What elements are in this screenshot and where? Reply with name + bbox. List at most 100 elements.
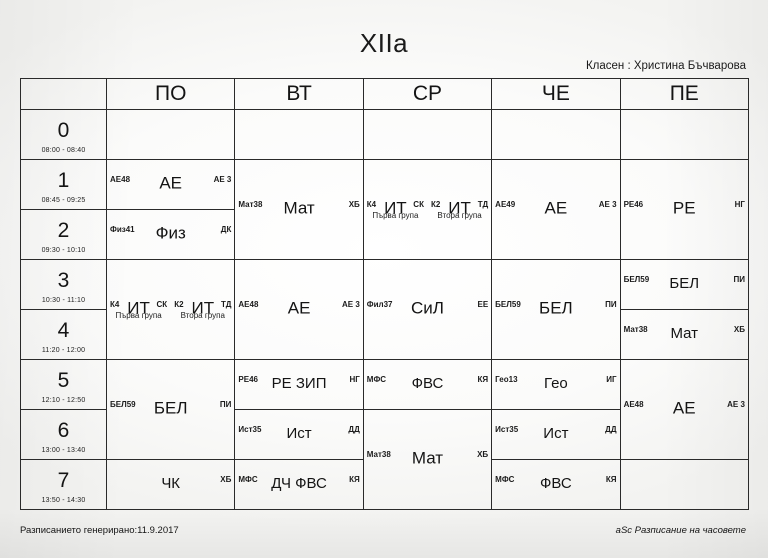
lesson-teacher: ПИ (733, 274, 745, 284)
lesson-subject: Мат (283, 198, 315, 218)
lesson-cell-wed-0[interactable] (362, 109, 493, 160)
lesson-room: К4 (110, 299, 120, 309)
table-header-row: ПО ВТ СР ЧЕ ПЕ (20, 78, 749, 110)
lesson-room: Ист35 (238, 424, 262, 434)
group-label: Втора група (180, 310, 225, 320)
lesson-cell-mon-3-4-split[interactable]: Първа група ИТ К4 СК Втора група ИТ К2 (105, 259, 236, 360)
lesson-subject: ИТ (384, 198, 407, 218)
lesson-cell-wed-6-7[interactable]: Мат Мат38 ХБ (362, 409, 493, 510)
lesson-room: Физ41 (110, 224, 135, 234)
page-title: XIIa (359, 28, 409, 58)
period-time: 09:30 - 10:10 (41, 246, 86, 254)
lesson-cell-thu-6[interactable]: Ист Ист35 ДД (491, 409, 621, 460)
generated-timestamp: Разписанието генерирано:11.9.2017 (20, 525, 179, 536)
period-time: 13:50 - 14:30 (41, 496, 86, 504)
group-label: Първа група (372, 210, 419, 220)
lesson-subject: ИТ (448, 198, 471, 218)
lesson-cell-tue-0[interactable] (234, 109, 364, 160)
lesson-cell-wed-5[interactable]: ФВС МФС КЯ (362, 359, 493, 410)
day-header-thu: ЧЕ (491, 78, 621, 110)
lesson-room: БЕЛ59 (623, 274, 650, 284)
lesson-subject: ФВС (539, 474, 572, 492)
lesson-subject: ИТ (191, 298, 215, 318)
period-number: 5 (57, 368, 70, 392)
lesson-room: МФС (366, 374, 387, 384)
period-cell-4: 4 11:20 - 12:00 (20, 309, 107, 360)
lesson-subject: Гео (543, 374, 568, 392)
lesson-teacher: ХБ (733, 324, 745, 334)
day-header-mon: ПО (105, 78, 236, 110)
lesson-cell-tue-6[interactable]: Ист Ист35 ДД (234, 409, 364, 460)
lesson-cell-tue-3-4[interactable]: АЕ АЕ48 АЕ 3 (234, 259, 364, 360)
table-row: 5 12:10 - 12:50 БЕЛ БЕЛ59 ПИ РЕ ЗИП РЕ46… (20, 359, 749, 460)
lesson-cell-wed-1-2-split[interactable]: Първа група ИТ К4 СК Втора група ИТ К2 (362, 159, 493, 260)
lesson-cell-fri-7[interactable] (619, 459, 749, 510)
lesson-room: Фил37 (366, 299, 393, 309)
table-row: 0 08:00 - 08:40 (20, 109, 749, 160)
lesson-subject: ИТ (127, 298, 150, 318)
lesson-teacher: ХБ (477, 449, 489, 459)
lesson-cell-fri-1-2[interactable]: РЕ РЕ46 НГ (619, 159, 749, 260)
day-header-tue: ВТ (234, 78, 364, 110)
group-label: Първа група (115, 310, 162, 320)
lesson-cell-mon-0[interactable] (105, 109, 236, 160)
lesson-teacher: ЕЕ (477, 299, 489, 309)
lesson-cell-mon-5-6[interactable]: БЕЛ БЕЛ59 ПИ (105, 359, 236, 460)
period-number: 0 (57, 118, 70, 142)
lesson-room: МФС (238, 474, 258, 484)
lesson-cell-tue-7[interactable]: ДЧ ФВС МФС КЯ (234, 459, 364, 510)
lesson-subject: ФВС (411, 374, 444, 392)
lesson-subject: ЧК (161, 474, 181, 492)
period-cell-3: 3 10:30 - 11:10 (20, 259, 107, 310)
lesson-teacher: КЯ (605, 474, 617, 484)
lesson-subject: БЕЛ (539, 298, 573, 318)
period-number: 2 (57, 218, 70, 242)
lesson-cell-fri-4[interactable]: Мат Мат38 ХБ (619, 309, 749, 360)
lesson-teacher: ПИ (605, 299, 617, 309)
lesson-cell-thu-3-4[interactable]: БЕЛ БЕЛ59 ПИ (491, 259, 621, 360)
lesson-cell-thu-1-2[interactable]: АЕ АЕ49 АЕ 3 (491, 159, 621, 260)
lesson-teacher: КЯ (477, 374, 489, 384)
lesson-subject: РЕ (672, 198, 696, 218)
period-cell-1: 1 08:45 - 09:25 (20, 159, 107, 210)
software-credit: aSc Разписание на часовете (615, 525, 746, 536)
lesson-cell-wed-3-4[interactable]: СиЛ Фил37 ЕЕ (362, 259, 493, 360)
lesson-subject: Мат (411, 448, 444, 468)
lesson-cell-mon-2[interactable]: Физ Физ41 ДК (105, 209, 236, 260)
lesson-teacher: АЕ 3 (341, 299, 360, 309)
lesson-cell-thu-0[interactable] (491, 109, 621, 160)
table-row: 7 13:50 - 14:30 ЧК ХБ ДЧ ФВС МФС КЯ (20, 459, 749, 510)
lesson-teacher: ДД (605, 424, 617, 434)
lesson-room: К2 (174, 299, 184, 309)
lesson-teacher: СК (413, 199, 424, 209)
lesson-teacher: СК (156, 299, 168, 309)
lesson-room: АЕ49 (495, 199, 516, 209)
lesson-teacher: АЕ 3 (213, 174, 232, 184)
lesson-cell-thu-5[interactable]: Гео Гео13 ИГ (491, 359, 621, 410)
lesson-teacher: ХБ (220, 474, 232, 484)
lesson-room: Ист35 (495, 424, 519, 434)
lesson-cell-fri-3[interactable]: БЕЛ БЕЛ59 ПИ (619, 259, 749, 310)
lesson-cell-tue-1-2[interactable]: Мат Мат38 ХБ (234, 159, 364, 260)
table-row: 4 11:20 - 12:00 Мат Мат38 ХБ (20, 309, 749, 360)
lesson-cell-tue-5[interactable]: РЕ ЗИП РЕ46 НГ (234, 359, 364, 410)
lesson-room: РЕ46 (623, 199, 644, 209)
lesson-teacher: НГ (734, 199, 745, 209)
table-row: 6 13:00 - 13:40 Ист Ист35 ДД Мат Мат38 Х… (20, 409, 749, 510)
lesson-room: Мат38 (623, 324, 648, 334)
lesson-subject: ДЧ ФВС (271, 474, 327, 492)
lesson-teacher: КЯ (349, 474, 360, 484)
lesson-subject: АЕ (287, 298, 311, 318)
period-time: 12:10 - 12:50 (41, 396, 86, 404)
lesson-cell-mon-1[interactable]: АЕ АЕ48 АЕ 3 (105, 159, 236, 210)
period-cell-7: 7 13:50 - 14:30 (20, 459, 107, 510)
lesson-cell-fri-0[interactable] (619, 109, 749, 160)
lesson-subject: Мат (670, 324, 699, 342)
lesson-teacher: ТД (221, 299, 232, 309)
period-number: 3 (57, 268, 70, 292)
lesson-cell-mon-7[interactable]: ЧК ХБ (105, 459, 236, 510)
lesson-teacher: ИГ (606, 374, 617, 384)
lesson-cell-fri-5-6[interactable]: АЕ АЕ48 АЕ 3 (619, 359, 749, 460)
lesson-cell-thu-7[interactable]: ФВС МФС КЯ (491, 459, 621, 510)
period-time: 11:20 - 12:00 (41, 346, 86, 354)
